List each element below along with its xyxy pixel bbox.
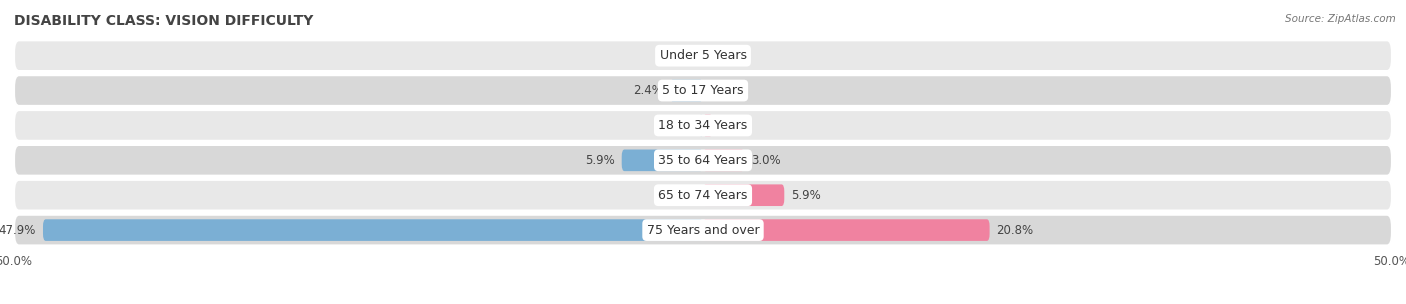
Text: 0.0%: 0.0% [666,49,696,62]
Text: Source: ZipAtlas.com: Source: ZipAtlas.com [1285,14,1396,24]
Text: DISABILITY CLASS: VISION DIFFICULTY: DISABILITY CLASS: VISION DIFFICULTY [14,14,314,28]
FancyBboxPatch shape [621,150,703,171]
FancyBboxPatch shape [14,180,1392,211]
Text: 5.9%: 5.9% [585,154,614,167]
Text: 0.0%: 0.0% [710,84,740,97]
Text: Under 5 Years: Under 5 Years [659,49,747,62]
FancyBboxPatch shape [703,150,744,171]
Text: 35 to 64 Years: 35 to 64 Years [658,154,748,167]
Text: 3.0%: 3.0% [751,154,780,167]
Text: 5 to 17 Years: 5 to 17 Years [662,84,744,97]
FancyBboxPatch shape [14,110,1392,141]
Text: 2.4%: 2.4% [633,84,664,97]
Text: 0.7%: 0.7% [720,119,749,132]
FancyBboxPatch shape [703,115,713,136]
FancyBboxPatch shape [699,115,703,136]
Text: 47.9%: 47.9% [0,224,37,237]
FancyBboxPatch shape [669,80,703,101]
FancyBboxPatch shape [14,145,1392,176]
FancyBboxPatch shape [44,219,703,241]
Text: 20.8%: 20.8% [997,224,1033,237]
Text: 0.0%: 0.0% [710,49,740,62]
Text: 75 Years and over: 75 Years and over [647,224,759,237]
FancyBboxPatch shape [703,185,785,206]
FancyBboxPatch shape [14,215,1392,245]
Text: 0.0%: 0.0% [666,189,696,202]
FancyBboxPatch shape [14,40,1392,71]
Text: 5.9%: 5.9% [792,189,821,202]
Text: 0.27%: 0.27% [655,119,692,132]
Text: 65 to 74 Years: 65 to 74 Years [658,189,748,202]
Legend: Male, Female: Male, Female [634,302,772,304]
Text: 18 to 34 Years: 18 to 34 Years [658,119,748,132]
FancyBboxPatch shape [703,219,990,241]
FancyBboxPatch shape [14,75,1392,106]
